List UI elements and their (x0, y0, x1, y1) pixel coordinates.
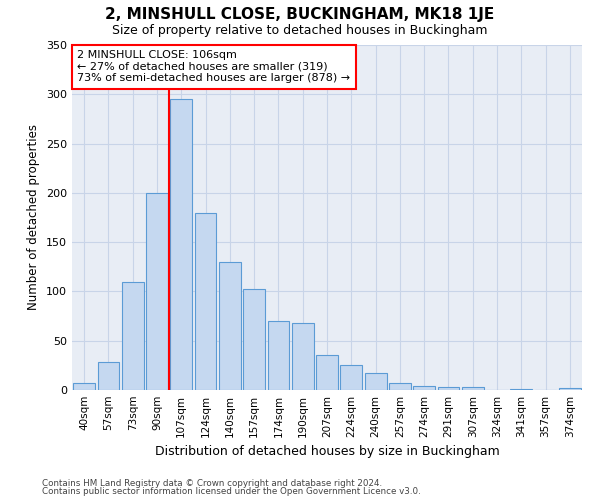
Bar (194, 212, 217, 390)
Bar (122, 282, 143, 390)
Bar (316, 354, 338, 390)
Text: Contains HM Land Registry data © Crown copyright and database right 2024.: Contains HM Land Registry data © Crown c… (42, 478, 382, 488)
Bar (559, 388, 581, 390)
Bar (243, 290, 265, 390)
Y-axis label: Number of detached properties: Number of detached properties (28, 124, 40, 310)
Bar (462, 387, 484, 390)
Bar (365, 373, 386, 390)
Bar (511, 389, 532, 390)
Bar (437, 387, 460, 390)
Bar (73, 383, 95, 390)
Bar (340, 366, 362, 390)
Text: Size of property relative to detached houses in Buckingham: Size of property relative to detached ho… (112, 24, 488, 37)
X-axis label: Distribution of detached houses by size in Buckingham: Distribution of detached houses by size … (155, 446, 499, 458)
Bar (389, 383, 411, 390)
Bar (97, 362, 119, 390)
Text: 2 MINSHULL CLOSE: 106sqm
← 27% of detached houses are smaller (319)
73% of semi-: 2 MINSHULL CLOSE: 106sqm ← 27% of detach… (77, 50, 350, 84)
Bar (170, 99, 192, 390)
Bar (268, 321, 289, 390)
Bar (146, 193, 168, 390)
Bar (292, 323, 314, 390)
Bar (219, 262, 241, 390)
Text: Contains public sector information licensed under the Open Government Licence v3: Contains public sector information licen… (42, 487, 421, 496)
Text: 2, MINSHULL CLOSE, BUCKINGHAM, MK18 1JE: 2, MINSHULL CLOSE, BUCKINGHAM, MK18 1JE (106, 8, 494, 22)
Bar (413, 386, 435, 390)
